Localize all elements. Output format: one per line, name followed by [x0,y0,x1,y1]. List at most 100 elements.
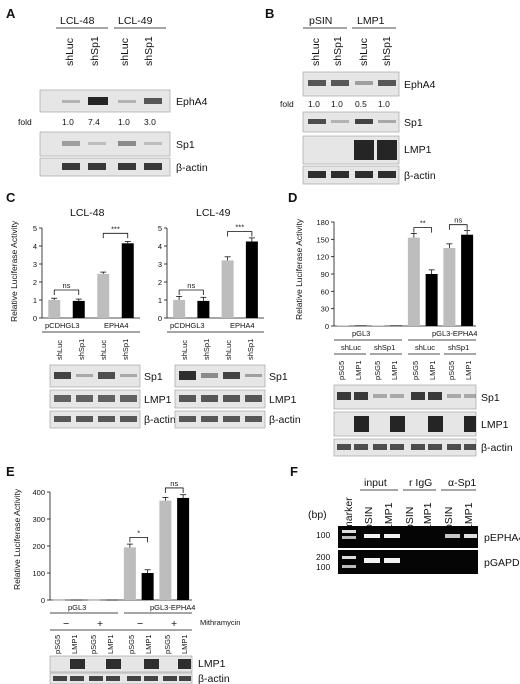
chart-c2-reporter-1: pCDHGL3 [170,321,205,330]
chart-d-sh-2: shSp1 [374,343,395,352]
chart-d-tick-label: 30 [321,305,329,314]
chart-c2-blot-sp1 [174,364,266,388]
blot-band [201,416,218,422]
blot-band [331,171,349,178]
chart-d-bar [354,325,367,327]
chart-c2-lane-3: shLuc [224,340,233,360]
chart-c-lcl49: 0 1 2 3 4 5 LCL-49 ns *** [158,207,264,323]
chart-e-lane-4: LMP1 [106,634,115,654]
chart-c2-tick-label: 5 [158,224,162,233]
chart-c2-blot-lmp1 [174,389,266,409]
chart-d-lane-1: pSG5 [337,361,346,380]
panel-b-blot-actin [302,165,400,185]
blot-band [428,392,442,400]
blot-band [201,373,218,378]
chart-e-lane-2: LMP1 [70,634,79,654]
panel-b-letter: B [265,6,274,21]
blot-band [355,119,373,124]
panel-a-fold-1: 1.0 [62,117,74,127]
gel-band [464,534,477,538]
chart-c2-lane-1: shLuc [180,340,189,360]
chart-d-lane-5: pSG5 [411,361,420,380]
blot-band [98,416,115,422]
gel-band [384,534,400,538]
blot-band [378,171,396,178]
chart-e-sig-label: ns [170,479,178,488]
chart-e-sig-bracket [129,536,149,543]
panel-d-ylabel: Relative Luciferase Activity [294,218,304,320]
blot-band [378,80,396,86]
panel-a-blot-sp1 [39,131,171,157]
blot-band [88,97,108,105]
blot-band [118,163,136,170]
panel-b-lane-3: shLuc [358,38,370,66]
chart-e-bar [52,599,65,601]
blot-band [70,676,84,681]
chart-e-tick-label: 400 [32,488,45,497]
blot-band [120,374,137,377]
blot-band [428,444,442,450]
panel-f-band-label-epha4: pEPHA4 [484,532,520,544]
chart-e-lane-3: pSG5 [89,635,98,654]
panel-a-letter: A [6,6,16,21]
chart-c2-sig-bracket [227,231,253,237]
panel-a-blot-label-epha4: EphA4 [176,96,208,108]
blot-band [76,416,93,422]
panel-b-fold-1: 1.0 [308,99,320,109]
panel-a-lane-1: shLuc [64,38,76,66]
chart-d-tick-label: 180 [316,218,329,227]
chart-c2-sig-label: ns [187,281,195,290]
chart-c2-blot-label-actin: β-actin [269,414,301,426]
blot-band [54,416,71,422]
gel-band [364,534,380,538]
gel-band [342,530,356,533]
chart-e-bar [123,547,136,600]
blot-band [144,163,162,170]
gel-band [342,536,356,539]
chart-c1-blot-label-actin: β-actin [144,414,176,426]
blot-band [54,395,71,402]
chart-c2-blot-label-sp1: Sp1 [269,371,288,383]
chart-e-blot-actin [49,672,193,684]
chart-d-tick-label: 150 [316,235,329,244]
chart-c1-bar [97,273,110,318]
panel-a-lane-4: shSp1 [143,36,155,66]
chart-c1-lane-1: shLuc [55,340,64,360]
chart-d-tick-label: 120 [316,253,329,262]
blot-band [62,141,80,146]
chart-c2-tick-label: 2 [158,278,162,287]
blot-band [223,395,240,402]
blot-band [179,371,196,380]
chart-c1-tick-label: 4 [33,242,37,251]
panel-b-blot-label-lmp1: LMP1 [404,144,432,156]
chart-c-lcl48: 0 1 2 3 4 5 LCL-48 ns *** [33,207,140,323]
blot-band [70,659,85,669]
panel-f-lane-1: pSIN [363,507,375,530]
chart-c1-tick-label: 5 [33,224,37,233]
blot-band [245,416,262,422]
chart-d-sig-bracket [448,224,468,230]
panel-f-group-3: α-Sp1 [448,477,476,489]
blot-band [447,444,461,450]
blot-band [127,676,141,681]
chart-c1-reporter-1: pCDHGL3 [45,321,80,330]
chart-d-sig-label: ** [420,219,426,228]
chart-c2-bar [173,300,186,318]
chart-e-treat-2: + [97,618,103,630]
chart-d-sig-label: ns [454,216,462,225]
panel-b-fold-label: fold [280,99,294,109]
chart-e-sig-label: * [137,528,140,537]
chart-e-tick-label: 0 [41,596,45,605]
blot-band [354,392,368,400]
blot-band [245,395,262,402]
blot-band [337,392,351,400]
chart-d-bar [425,274,438,326]
blot-band [163,676,177,681]
panel-f-bp-100-b: 100 [316,562,330,572]
chart-d-sh-3: shLuc [415,343,435,352]
chart-d-bar [461,234,474,326]
blot-band [464,416,476,432]
chart-e-treatment-label: Mithramycin [200,618,240,627]
panel-a-group-2: LCL-49 [118,15,153,27]
blot-band [76,395,93,402]
